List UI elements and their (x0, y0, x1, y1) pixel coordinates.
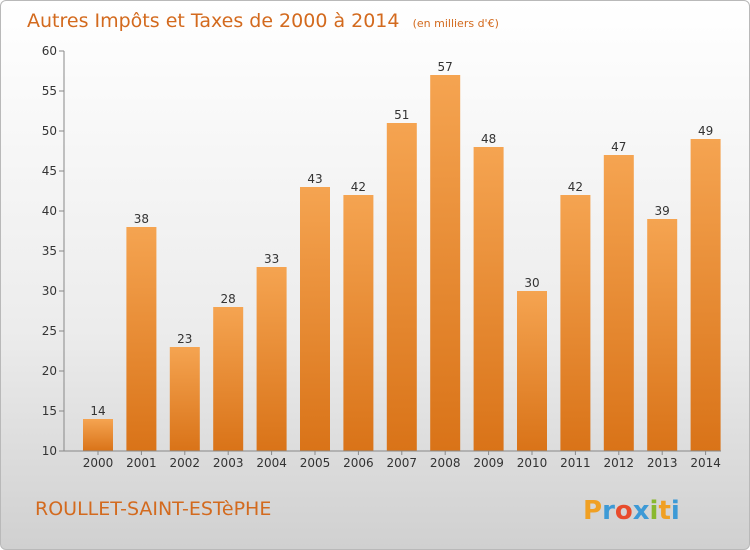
bar-2013 (647, 219, 678, 451)
x-tick-label: 2004 (256, 456, 287, 470)
logo-letter: o (615, 496, 633, 526)
logo-letter: t (658, 496, 670, 526)
bar-2011 (560, 195, 591, 451)
bar-2006 (343, 195, 374, 451)
x-tick-label: 2000 (83, 456, 114, 470)
y-axis: 10 15 20 25 30 35 40 45 50 55 60 (42, 44, 65, 458)
bar-value-label: 43 (307, 172, 322, 186)
y-tick-label: 40 (42, 204, 57, 218)
bar-2000 (83, 419, 113, 451)
x-tick-label: 2002 (170, 456, 201, 470)
y-tick-label: 55 (42, 84, 57, 98)
x-tick-label: 2001 (126, 456, 157, 470)
y-tick-label: 10 (42, 444, 57, 458)
bar-value-label: 57 (438, 60, 453, 74)
bar-2008 (430, 75, 461, 451)
bar-2007 (386, 123, 417, 451)
x-tick-label: 2014 (690, 456, 721, 470)
logo-letter: P (583, 496, 602, 526)
x-axis: 2000 2001 2002 2003 2004 2005 2006 2007 2008 2009… (64, 450, 721, 470)
bar-2005 (300, 187, 330, 451)
bar-2004 (256, 267, 287, 451)
bar-value-label: 47 (611, 140, 626, 154)
logo-letter: i (650, 496, 659, 526)
logo-letter: i (671, 496, 680, 526)
x-tick-label: 2010 (517, 456, 548, 470)
x-tick-label: 2007 (387, 456, 418, 470)
y-tick-label: 30 (42, 284, 57, 298)
bar-value-label: 30 (524, 276, 539, 290)
y-tick-label: 15 (42, 404, 57, 418)
logo-letter: x (633, 496, 650, 526)
y-tick-label: 60 (42, 44, 57, 58)
x-tick-label: 2009 (473, 456, 504, 470)
x-tick-label: 2005 (300, 456, 331, 470)
bar-value-label: 42 (568, 180, 583, 194)
y-tick-label: 35 (42, 244, 57, 258)
chart-unit-note: (en milliers d'€) (413, 17, 499, 30)
bar-2012 (603, 155, 634, 451)
bar-value-label: 23 (177, 332, 192, 346)
chart-title: Autres Impôts et Taxes de 2000 à 2014 (27, 10, 400, 32)
chart-title-group: Autres Impôts et Taxes de 2000 à 2014 (e… (27, 10, 499, 32)
bar-value-label: 49 (698, 124, 713, 138)
x-tick-label: 2011 (560, 456, 591, 470)
bar-2002 (169, 347, 200, 451)
x-tick-label: 2012 (604, 456, 635, 470)
bar-value-label: 14 (90, 404, 105, 418)
bar-value-label: 42 (351, 180, 366, 194)
y-tick-label: 20 (42, 364, 57, 378)
bar-value-label: 33 (264, 252, 279, 266)
x-tick-label: 2008 (430, 456, 461, 470)
bar-value-label: 51 (394, 108, 409, 122)
y-tick-label: 25 (42, 324, 57, 338)
bar-value-label: 48 (481, 132, 496, 146)
bar-value-label: 39 (655, 204, 670, 218)
bar-value-label: 28 (221, 292, 236, 306)
bar-value-label: 38 (134, 212, 149, 226)
bar-2001 (126, 227, 157, 451)
bar-2014 (690, 139, 721, 451)
x-tick-label: 2003 (213, 456, 244, 470)
x-tick-label: 2006 (343, 456, 374, 470)
bars-group: 14 38 23 28 33 43 42 51 57 48 30 42 47 39 49 (83, 60, 721, 451)
y-tick-label: 50 (42, 124, 57, 138)
bar-2010 (517, 291, 547, 451)
y-tick-label: 45 (42, 164, 57, 178)
bar-2003 (213, 307, 244, 451)
logo-letter: r (602, 496, 615, 526)
x-tick-label: 2013 (647, 456, 678, 470)
proxiti-logo: Proxiti (583, 496, 680, 526)
commune-name: ROULLET-SAINT-ESTèPHE (35, 498, 271, 520)
bar-2009 (473, 147, 504, 451)
